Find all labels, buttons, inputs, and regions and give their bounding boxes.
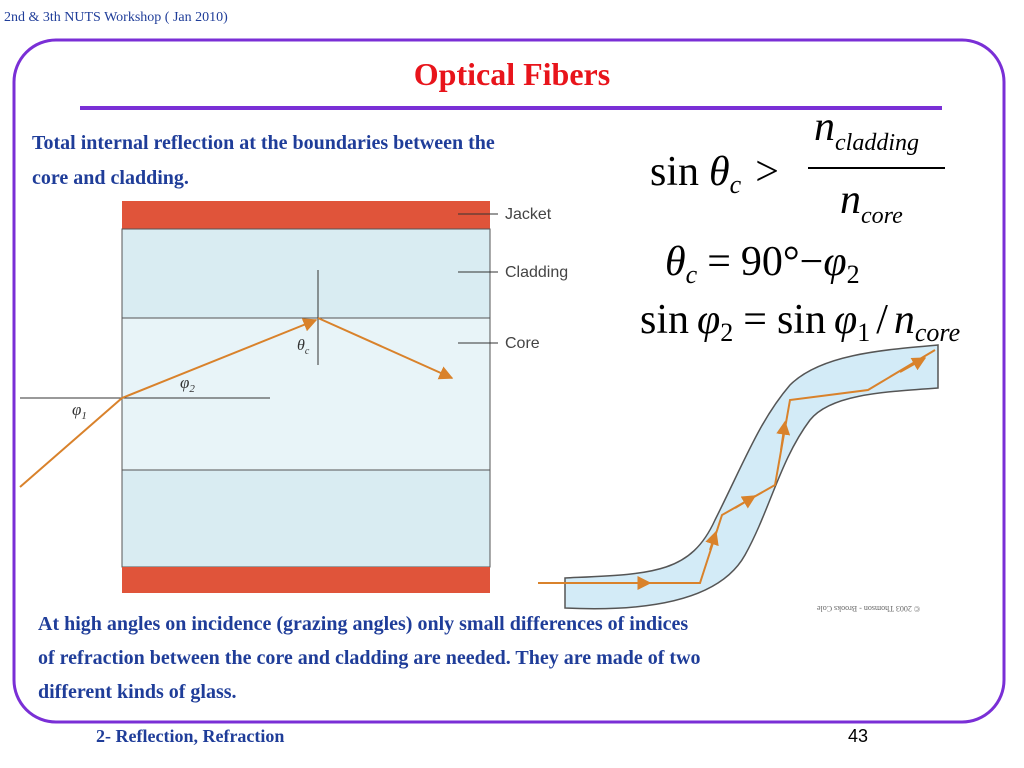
bent-fiber: © 2003 Thomson - Brooks Cole (538, 344, 939, 613)
eq-part: 1 (857, 318, 870, 347)
equation: sin θc > (650, 149, 779, 199)
intro-line: core and cladding. (32, 167, 189, 189)
eq-part: core (915, 318, 960, 347)
ray-arrow (734, 495, 757, 509)
ray (19, 397, 123, 488)
eq-part: c (730, 170, 742, 199)
ray-arrow (899, 357, 927, 373)
eq-part: 2 (720, 318, 733, 347)
equation: θc = 90°−φ2 (665, 239, 860, 289)
fiber-band (564, 344, 939, 610)
intro-line: Total internal reflection at the boundar… (32, 132, 495, 154)
body-line: At high angles on incidence (grazing ang… (38, 613, 688, 635)
eq-part: n (840, 177, 861, 223)
sym: φ (72, 400, 81, 419)
angle-label: φ2 (180, 373, 195, 395)
page-number: 43 (848, 726, 868, 746)
jacket (122, 201, 490, 229)
angle-label: θc (297, 337, 310, 357)
eq-part: sin (640, 297, 689, 343)
equation-numerator: ncladding (814, 104, 919, 156)
slide-border (12, 38, 1006, 724)
eq-part: θ (665, 239, 686, 285)
footer-section: 2- Reflection, Refraction (96, 726, 284, 746)
eq-part: − (800, 239, 824, 285)
label: Core (505, 335, 540, 352)
eq-part: c (686, 260, 698, 289)
jacket (122, 567, 490, 593)
sym: φ (180, 373, 189, 392)
eq-part: φ (823, 239, 846, 285)
label: Cladding (505, 264, 568, 281)
sub: c (305, 346, 310, 357)
eq-part: > (755, 149, 779, 195)
eq-part: / (876, 297, 888, 343)
sub: 1 (81, 410, 87, 422)
body-line: of refraction between the core and cladd… (38, 647, 701, 669)
cladding (121, 228, 491, 319)
eq-part: sin (777, 297, 826, 343)
title: Optical Fibers (414, 56, 610, 92)
label: Jacket (505, 206, 552, 223)
eq-part: φ (697, 297, 720, 343)
ray (317, 317, 454, 380)
eq-part: θ (709, 149, 730, 195)
eq-part: = (743, 297, 767, 343)
eq-part: φ (834, 297, 857, 343)
fiber-diagram: Jacket Cladding Core θc φ1 φ2 (19, 201, 568, 593)
ray-path (538, 349, 936, 584)
credit: © 2003 Thomson - Brooks Cole (817, 604, 920, 613)
cladding (121, 469, 491, 568)
angle-label: φ1 (72, 400, 87, 422)
eq-part: sin (650, 149, 699, 195)
body-line: different kinds of glass. (38, 681, 237, 703)
sym: θ (297, 337, 305, 354)
eq-part: 2 (847, 260, 860, 289)
eq-part: cladding (835, 130, 919, 156)
sub: 2 (189, 383, 195, 395)
ray (121, 318, 318, 399)
eq-part: n (894, 297, 915, 343)
eq-part: = (707, 239, 731, 285)
eq-part: core (861, 203, 903, 229)
eq-part: 90° (741, 239, 800, 285)
eq-part: n (814, 104, 835, 150)
equation: sin φ2 = sin φ1/ncore (640, 297, 960, 347)
ray-arrow (776, 420, 791, 451)
equation-denominator: ncore (840, 177, 903, 229)
ray-arrow (705, 530, 719, 551)
core (121, 317, 491, 471)
header: 2nd & 3th NUTS Workshop ( Jan 2010) (4, 10, 228, 25)
